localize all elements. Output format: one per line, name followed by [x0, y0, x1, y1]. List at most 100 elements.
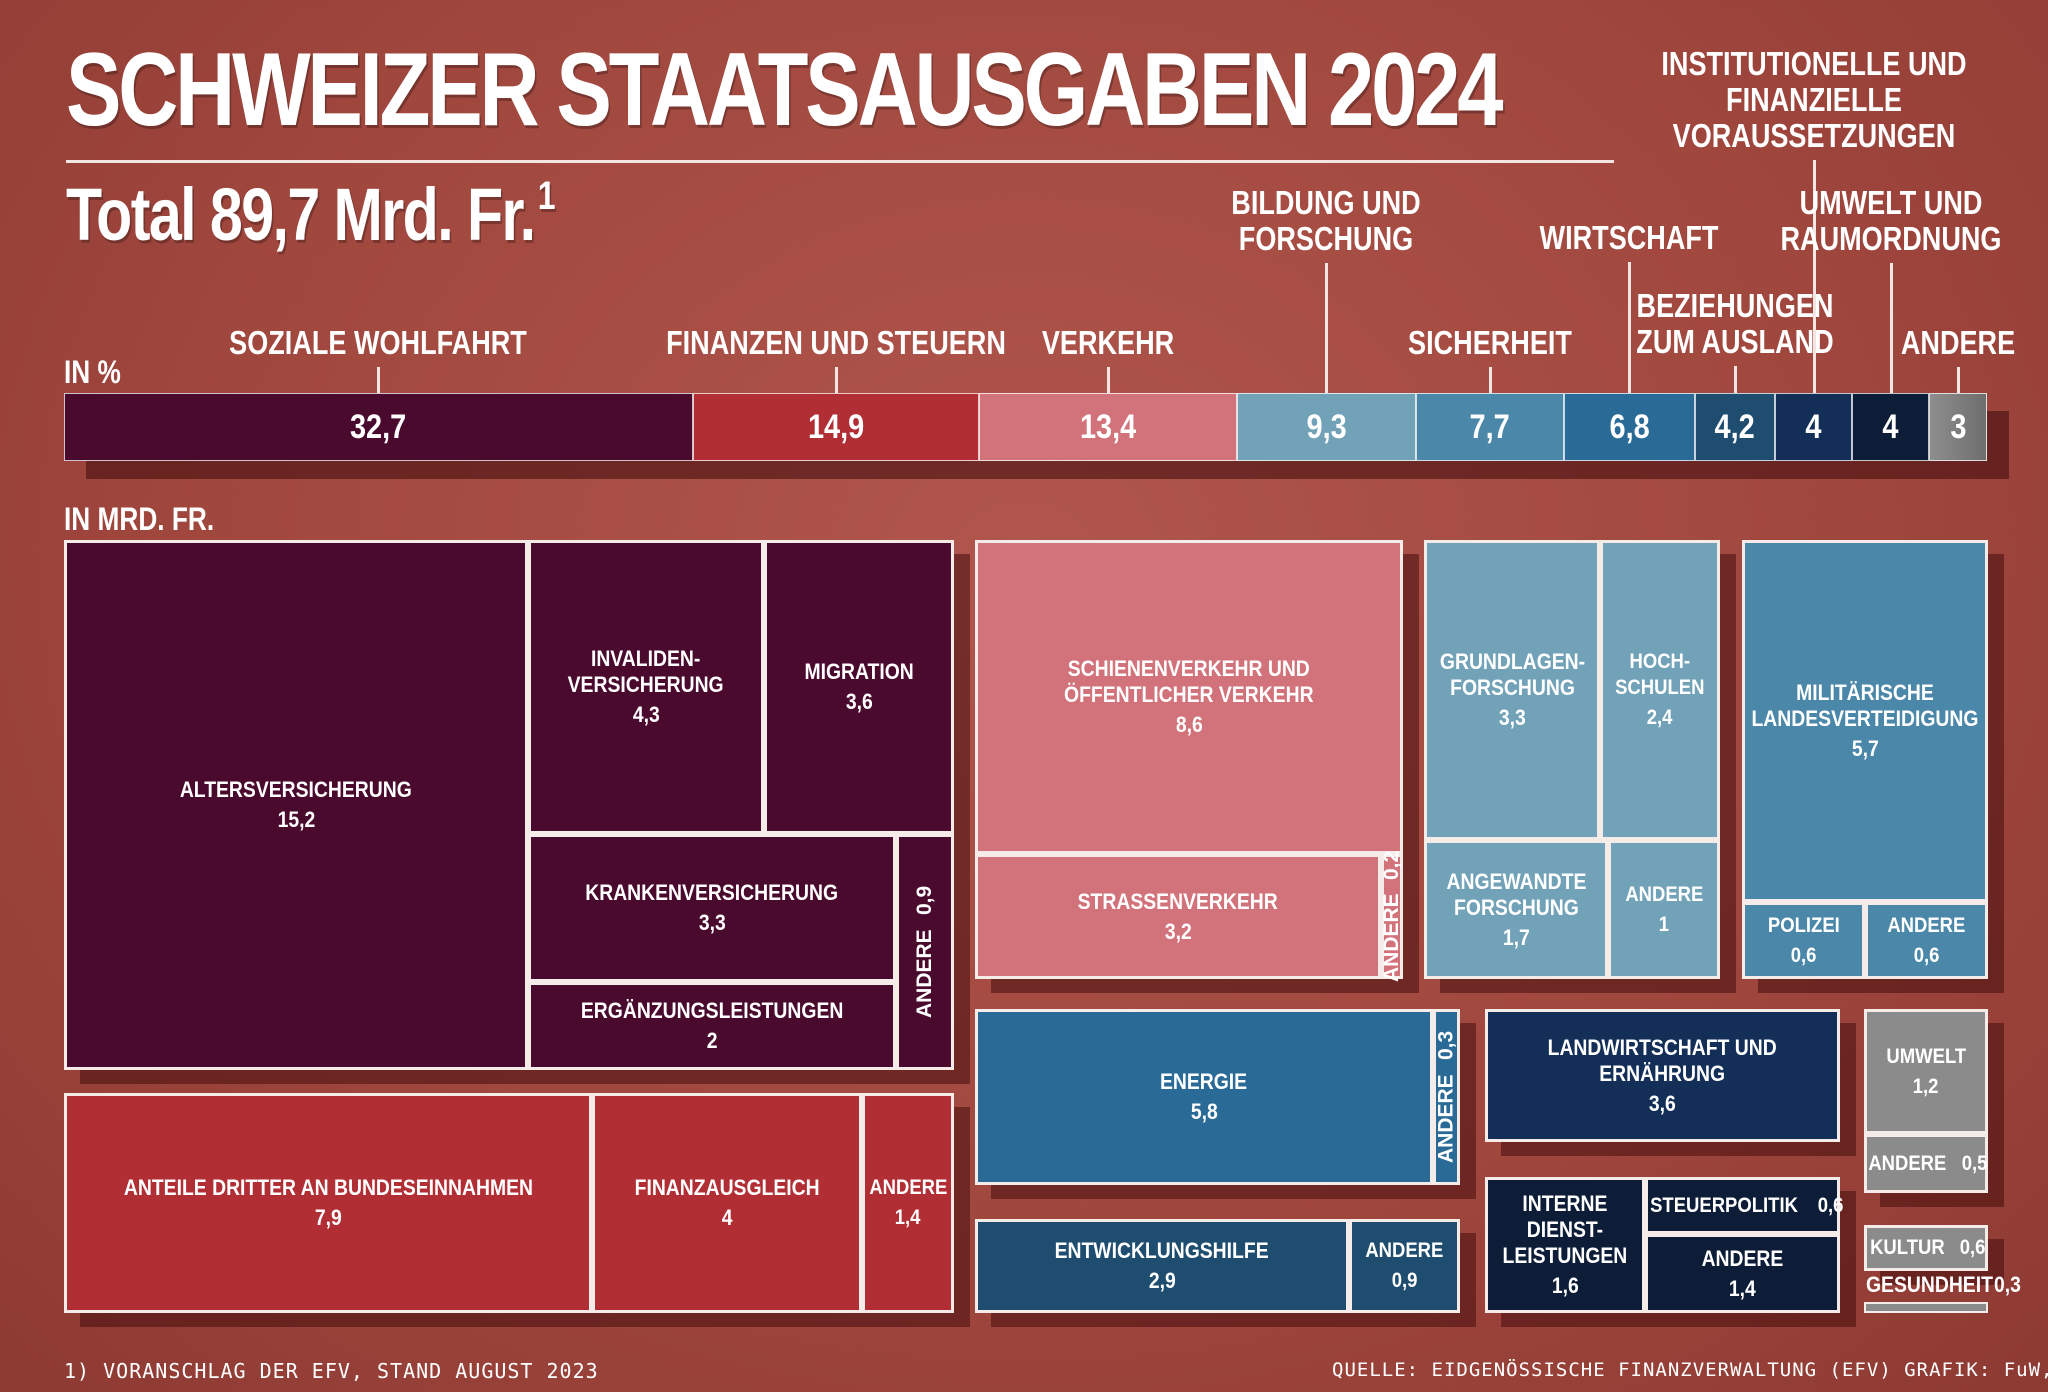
tile-label: ANDERE	[1701, 1245, 1784, 1271]
percent-segment: 4	[1852, 393, 1930, 461]
tile-label: MIGRATION	[804, 659, 914, 684]
tile-value: 0,6	[1817, 1193, 1844, 1217]
category-label: WIRTSCHAFT	[1539, 219, 1719, 256]
tile-value: 1,6	[1551, 1273, 1579, 1298]
treemap-tile: ALTERSVERSICHERUNG 15,2	[64, 540, 528, 1070]
tile-value: 5,8	[1190, 1099, 1218, 1124]
percent-value-label: 14,9	[807, 407, 865, 446]
tile-label: ERGÄNZUNGSLEISTUNGEN	[580, 998, 844, 1023]
tile-value: 1,4	[895, 1206, 921, 1229]
tile-label: UMWELT	[1886, 1044, 1966, 1068]
category-label: BILDUNG UND FORSCHUNG	[1231, 184, 1422, 257]
leader-line	[1812, 160, 1816, 393]
subtitle-text: Total 89,7 Mrd. Fr.	[66, 173, 536, 256]
treemap-tile: POLIZEI 0,6	[1742, 902, 1865, 979]
tile-label: FINANZAUSGLEICH	[634, 1175, 820, 1200]
percent-value-label: 4,2	[1714, 407, 1756, 446]
category-label: SICHERHEIT	[1407, 324, 1572, 361]
treemap-tile: ANTEILE DRITTER AN BUNDESEINNAHMEN 7,9	[64, 1093, 592, 1313]
tile-label: INVALIDEN- VERSICHERUNG	[568, 646, 724, 697]
percent-segment: 32,7	[64, 393, 693, 461]
leader-line	[1107, 367, 1111, 393]
treemap-tile: ANDERE 0,6	[1865, 902, 1988, 979]
source-credit: QUELLE: EIDGENÖSSISCHE FINANZVERWALTUNG …	[1332, 1359, 2048, 1381]
tile-label: MILITÄRISCHE LANDESVERTEIDIGUNG	[1751, 680, 1979, 731]
tile-label: POLIZEI	[1767, 913, 1840, 937]
leader-line	[835, 367, 839, 393]
tile-label: STEUERPOLITIK	[1649, 1193, 1798, 1217]
tile-label: KRANKENVERSICHERUNG	[585, 880, 839, 905]
gesundheit-label: GESUNDHEIT	[1866, 1272, 1993, 1297]
tile-value: 0,5	[1961, 1151, 1988, 1175]
tile-label: ANDERE	[1365, 1239, 1444, 1262]
tile-label: STRASSENVERKEHR	[1077, 888, 1279, 914]
tile-value: 4,3	[632, 702, 660, 727]
treemap-tile: STEUERPOLITIK 0,6	[1645, 1177, 1843, 1234]
percent-segment: 7,7	[1415, 393, 1564, 461]
tile-value: 1,7	[1502, 924, 1530, 950]
tile-value: 0,9	[1391, 1269, 1418, 1292]
treemap-tile: ANDERE 1,4	[1645, 1234, 1840, 1313]
treemap-tile: MILITÄRISCHE LANDESVERTEIDIGUNG 5,7	[1742, 540, 1988, 902]
tile-label: ANGEWANDTE FORSCHUNG	[1446, 868, 1586, 920]
tile-label: KULTUR	[1870, 1236, 1945, 1259]
category-label: BEZIEHUNGEN ZUM AUSLAND	[1636, 287, 1834, 360]
percent-value-label: 4	[1882, 407, 1899, 446]
percent-value-label: 32,7	[350, 407, 407, 446]
category-label: INSTITUTIONELLE UND FINANZIELLE VORAUSSE…	[1661, 45, 1967, 154]
tile-label: ENTWICKLUNGSHILFE	[1054, 1238, 1270, 1263]
leader-line	[1325, 263, 1329, 393]
category-label: VERKEHR	[1042, 324, 1175, 361]
percent-value-label: 6,8	[1609, 407, 1650, 446]
tile-label: HOCH- SCHULEN	[1615, 650, 1705, 699]
tile-value: 8,6	[1175, 712, 1203, 737]
treemap-tile: SCHIENENVERKEHR UND ÖFFENTLICHER VERKEHR…	[975, 540, 1403, 854]
tile-label: ALTERSVERSICHERUNG	[180, 777, 412, 802]
treemap-tile: GRUNDLAGEN- FORSCHUNG 3,3	[1424, 540, 1600, 840]
tile-label: ANDERE	[1380, 893, 1403, 983]
tile-value: 3,3	[698, 910, 726, 935]
percent-bar: 32,7 14,9 13,4 9,3 7,7 6,8 4,2 4 4 3	[64, 393, 1987, 461]
percent-segment: 14,9	[692, 393, 980, 461]
tile-label: LANDWIRTSCHAFT UND ERNÄHRUNG	[1547, 1034, 1778, 1086]
tile-value: 0,6	[1913, 943, 1940, 967]
tile-value: 15,2	[277, 807, 315, 832]
treemap-tile: ANDERE 0,9	[896, 834, 954, 1070]
tile-label: ANTEILE DRITTER AN BUNDESEINNAHMEN	[123, 1175, 533, 1200]
category-label: SOZIALE WOHLFAHRT	[229, 324, 528, 361]
tile-value: 5,7	[1851, 736, 1879, 761]
treemap-tile: KRANKENVERSICHERUNG 3,3	[528, 834, 896, 982]
treemap-tile: MIGRATION 3,6	[764, 540, 954, 834]
tile-value: 7,9	[314, 1205, 342, 1230]
tile-label: ANDERE	[1624, 882, 1704, 906]
chart-title: SCHWEIZER STAATSAUSGABEN 2024	[66, 32, 1503, 148]
unit-label-billions: IN MRD. FR.	[64, 501, 215, 537]
gesundheit-value: 0,3	[1994, 1272, 2021, 1297]
title-divider	[66, 160, 1614, 163]
percent-segment: 13,4	[979, 393, 1238, 461]
chart-subtitle: Total 89,7 Mrd. Fr.1	[66, 176, 556, 252]
leader-line	[377, 367, 381, 393]
percent-value-label: 7,7	[1469, 407, 1510, 446]
tile-value: 1	[1658, 912, 1670, 936]
tile-value: 2,9	[1148, 1268, 1176, 1293]
treemap-tile	[1864, 1302, 1988, 1313]
tile-label: ANDERE	[1887, 913, 1966, 937]
treemap-tile: ANDERE 0,3	[1433, 1009, 1460, 1185]
percent-segment: 9,3	[1237, 393, 1416, 461]
tile-value: 3,6	[1649, 1090, 1676, 1116]
unit-label-percent: IN %	[64, 354, 121, 390]
percent-value-label: 4	[1805, 407, 1822, 446]
treemap-tile: ANDERE 0,2	[1380, 851, 1403, 982]
tile-value: 3,3	[1498, 705, 1526, 730]
tile-label: ANDERE	[868, 1176, 948, 1199]
category-label: UMWELT UND RAUMORDNUNG	[1780, 184, 2002, 257]
treemap-tile: ENTWICKLUNGSHILFE 2,9	[975, 1219, 1349, 1313]
tile-value: 1,4	[1729, 1275, 1756, 1301]
footnote: 1) VORANSCHLAG DER EFV, STAND AUGUST 202…	[64, 1359, 599, 1383]
leader-line	[1734, 366, 1738, 393]
percent-value-label: 9,3	[1306, 407, 1347, 446]
leader-line	[1889, 263, 1893, 393]
treemap-tile: KULTUR 0,6	[1864, 1225, 1988, 1271]
footnote-marker: 1	[537, 174, 556, 218]
